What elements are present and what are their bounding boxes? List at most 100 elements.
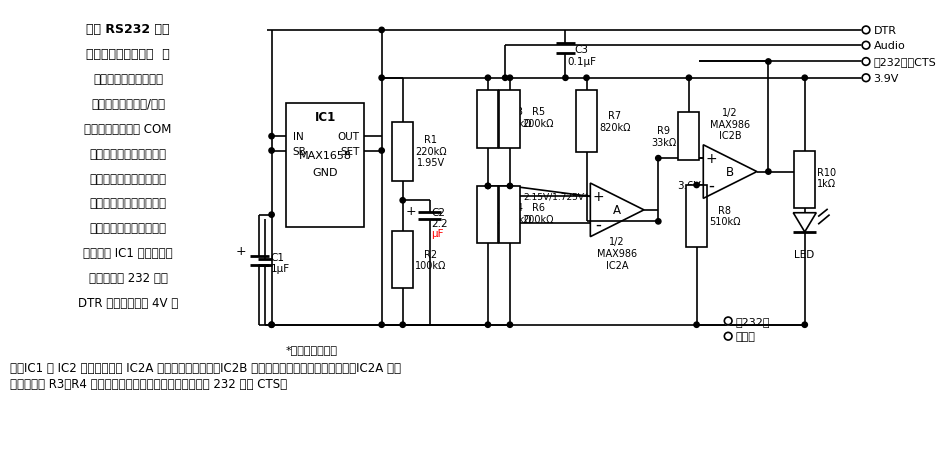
Text: 1/2
MAX986
IC2A: 1/2 MAX986 IC2A: [597, 237, 637, 270]
Text: -: -: [595, 215, 601, 233]
Circle shape: [485, 184, 491, 189]
Bar: [686, 185, 707, 248]
Circle shape: [269, 322, 274, 328]
Circle shape: [563, 76, 568, 81]
Text: +: +: [592, 190, 603, 204]
Circle shape: [862, 75, 870, 83]
Circle shape: [862, 42, 870, 50]
Bar: [478, 186, 498, 244]
Circle shape: [485, 76, 491, 81]
Text: +: +: [236, 244, 246, 257]
Circle shape: [584, 76, 589, 81]
Circle shape: [485, 322, 491, 328]
Bar: [286, 103, 365, 228]
Circle shape: [379, 76, 384, 81]
Bar: [499, 186, 521, 244]
Text: DTR: DTR: [873, 26, 897, 36]
Text: *典型的滞后电平: *典型的滞后电平: [286, 344, 338, 354]
Bar: [392, 123, 414, 182]
Circle shape: [802, 322, 807, 328]
Text: R6
200kΩ: R6 200kΩ: [523, 202, 554, 224]
Text: C2
2.2: C2 2.2: [431, 207, 448, 229]
Text: A: A: [613, 204, 621, 217]
Text: 的频率。此电路可用于频: 的频率。此电路可用于频: [89, 197, 166, 210]
Circle shape: [686, 76, 692, 81]
Text: 合的音频与 R3、R4 的分压产生的虚拟地进行比较，并驱动 232 口的 CTS。: 合的音频与 R3、R4 的分压产生的虚拟地进行比较，并驱动 232 口的 CTS…: [10, 378, 288, 391]
Text: μF: μF: [431, 228, 444, 238]
Circle shape: [400, 198, 405, 203]
Circle shape: [269, 134, 274, 140]
Circle shape: [694, 183, 699, 188]
Circle shape: [725, 333, 732, 340]
Text: 压器，它从 232 口的: 压器，它从 232 口的: [88, 272, 167, 285]
Circle shape: [269, 322, 274, 328]
Text: 至232端口CTS: 至232端口CTS: [873, 57, 936, 67]
Circle shape: [655, 156, 661, 162]
Circle shape: [379, 28, 384, 34]
Circle shape: [508, 184, 512, 189]
Text: LED: LED: [793, 250, 814, 259]
Text: B: B: [726, 166, 734, 179]
Text: 音频地: 音频地: [736, 331, 756, 341]
Circle shape: [766, 169, 771, 175]
Text: C1
1μF: C1 1μF: [271, 252, 290, 274]
Text: 线，用所得到的高/低电: 线，用所得到的高/低电: [91, 98, 165, 111]
Text: 平信号触发微机的 COM: 平信号触发微机的 COM: [85, 123, 172, 135]
Text: 2.15V/1.725V*: 2.15V/1.725V*: [523, 192, 588, 202]
Bar: [576, 91, 597, 153]
Text: 率代表电压的简单遊测装: 率代表电压的简单遊测装: [89, 222, 166, 235]
Text: 之间的时间，可测量信号: 之间的时间，可测量信号: [89, 172, 166, 185]
Circle shape: [802, 76, 807, 81]
Circle shape: [379, 149, 384, 154]
Text: R4
200kΩ: R4 200kΩ: [500, 202, 532, 224]
Text: MAX1658: MAX1658: [299, 151, 352, 161]
Text: R8
510kΩ: R8 510kΩ: [709, 205, 741, 227]
Text: 3.9V: 3.9V: [873, 73, 899, 84]
Circle shape: [269, 149, 274, 154]
Circle shape: [400, 322, 405, 328]
Circle shape: [862, 59, 870, 66]
Text: R3
200kΩ: R3 200kΩ: [500, 107, 532, 129]
Text: R2
100kΩ: R2 100kΩ: [415, 249, 446, 271]
Circle shape: [725, 317, 732, 325]
Text: 置。图中 IC1 是低压降稳: 置。图中 IC1 是低压降稳: [83, 246, 173, 260]
Text: +: +: [705, 152, 717, 166]
Text: 口的中断，通过测量中断: 口的中断，通过测量中断: [89, 147, 166, 160]
Circle shape: [379, 322, 384, 328]
Text: Audio: Audio: [873, 41, 905, 51]
Text: DTR 信号产生一个 4V 电: DTR 信号产生一个 4V 电: [78, 297, 178, 309]
Text: R10
1kΩ: R10 1kΩ: [817, 167, 837, 189]
Circle shape: [503, 76, 508, 81]
Text: 1/2
MAX986
IC2B: 1/2 MAX986 IC2B: [710, 108, 750, 141]
Text: 3.6V: 3.6V: [678, 180, 701, 190]
Text: 至232地: 至232地: [736, 316, 770, 326]
Text: SB: SB: [292, 146, 306, 156]
Text: 通过 RS232 向频: 通过 RS232 向频: [86, 23, 170, 36]
Text: C3
0.1μF: C3 0.1μF: [568, 45, 596, 67]
Text: R1
220kΩ
1.95V: R1 220kΩ 1.95V: [415, 134, 446, 168]
Circle shape: [694, 322, 699, 328]
Text: 源。IC1 向 IC2 供电。比较器 IC2A 用来限制输入信号，IC2B 检测音频信号是否接近电源电压。IC2A 对耦: 源。IC1 向 IC2 供电。比较器 IC2A 用来限制输入信号，IC2B 检测…: [10, 361, 401, 374]
Circle shape: [269, 213, 274, 218]
Circle shape: [655, 219, 661, 224]
Text: 电路通过驱动信号交换: 电路通过驱动信号交换: [93, 73, 163, 86]
Circle shape: [766, 60, 771, 65]
Text: +: +: [405, 205, 416, 218]
Circle shape: [485, 184, 491, 189]
Bar: [794, 151, 815, 208]
Bar: [499, 91, 521, 148]
Text: R9
33kΩ: R9 33kΩ: [651, 126, 677, 148]
Bar: [679, 113, 699, 161]
Bar: [392, 231, 414, 289]
Circle shape: [508, 76, 512, 81]
Text: GND: GND: [312, 167, 338, 177]
Text: R5
200kΩ: R5 200kΩ: [523, 107, 554, 129]
Text: 率计数器供电的电路  此: 率计数器供电的电路 此: [86, 48, 170, 61]
Text: IN: IN: [292, 132, 304, 142]
Bar: [478, 91, 498, 148]
Circle shape: [862, 27, 870, 35]
Text: OUT: OUT: [337, 132, 360, 142]
Text: SET: SET: [340, 146, 360, 156]
Circle shape: [508, 322, 512, 328]
Text: -: -: [708, 177, 713, 195]
